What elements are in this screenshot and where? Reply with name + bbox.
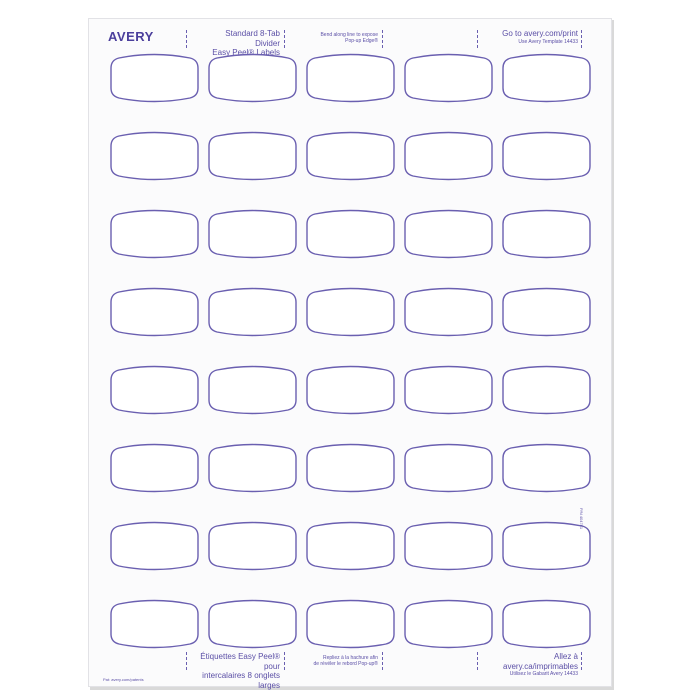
divider-line <box>477 652 478 670</box>
tab-label <box>404 131 493 181</box>
divider-line <box>477 30 478 48</box>
footer-product: Étiquettes Easy Peel® pour intercalaires… <box>188 652 280 690</box>
divider-line <box>581 30 582 48</box>
tab-label <box>306 209 395 259</box>
header-goto-line2: Use Avery Template 14433 <box>518 38 578 45</box>
tab-label <box>306 521 395 571</box>
tab-label <box>208 365 297 415</box>
tab-label <box>502 131 591 181</box>
header-product: Standard 8-Tab Divider Easy Peel® Labels <box>200 29 280 58</box>
tab-label <box>208 209 297 259</box>
tab-label <box>306 365 395 415</box>
tab-label <box>404 53 493 103</box>
tab-label <box>502 443 591 493</box>
tab-label <box>502 287 591 337</box>
tab-label <box>110 287 199 337</box>
footer-product-line2: intercalaires 8 onglets larges <box>202 671 280 690</box>
tab-label <box>110 365 199 415</box>
tab-label <box>306 131 395 181</box>
divider-line <box>382 30 383 48</box>
part-number: P/N 404781 <box>579 508 584 530</box>
tab-label <box>404 209 493 259</box>
header-product-line2: Easy Peel® Labels <box>212 48 280 58</box>
tab-label <box>110 209 199 259</box>
tab-label <box>306 599 395 649</box>
tab-label <box>208 287 297 337</box>
divider-line <box>284 30 285 48</box>
avery-logo: AVERY <box>108 29 154 44</box>
footer-goto-line1: Allez à avery.ca/imprimables <box>503 652 578 671</box>
header-bend: Bend along line to expose Pop-up Edge® <box>300 32 378 44</box>
tab-label <box>502 209 591 259</box>
footer-goto-line2: Utilisez le Gabarit Avery 14433 <box>509 671 578 678</box>
tab-label <box>404 443 493 493</box>
divider-line <box>186 652 187 670</box>
header-product-line1: Standard 8-Tab Divider <box>225 29 280 48</box>
header-bend-line2: Pop-up Edge® <box>345 38 378 44</box>
tab-label <box>404 599 493 649</box>
tab-label <box>110 443 199 493</box>
divider-line <box>284 652 285 670</box>
tab-label <box>208 53 297 103</box>
tab-label <box>110 53 199 103</box>
tab-label <box>208 131 297 181</box>
tab-label <box>110 131 199 181</box>
header-bend-line1: Bend along line to expose <box>320 32 378 38</box>
tab-label <box>404 287 493 337</box>
tab-label <box>110 599 199 649</box>
tab-label <box>208 599 297 649</box>
footer-goto: Allez à avery.ca/imprimables Utilisez le… <box>480 652 578 677</box>
tab-label <box>404 365 493 415</box>
header-goto: Go to avery.com/print Use Avery Template… <box>480 29 578 45</box>
divider-line <box>581 652 582 670</box>
tab-label <box>502 365 591 415</box>
label-sheet <box>88 18 612 687</box>
tab-label <box>110 521 199 571</box>
footer-bend-line2: de révéler le rebord Pop-up® <box>313 661 378 667</box>
tab-label <box>502 599 591 649</box>
footer-bend-line1: Repliez à la hachure afin <box>322 655 378 661</box>
footer-bend: Repliez à la hachure afin de révéler le … <box>290 655 378 667</box>
divider-line <box>382 652 383 670</box>
tab-label <box>306 287 395 337</box>
tab-label <box>208 443 297 493</box>
header-goto-line1: Go to avery.com/print <box>502 29 578 38</box>
divider-line <box>186 30 187 48</box>
tab-label <box>502 53 591 103</box>
tab-label <box>208 521 297 571</box>
tab-label <box>404 521 493 571</box>
tab-label <box>502 521 591 571</box>
tab-label <box>306 443 395 493</box>
tab-label <box>306 53 395 103</box>
patents-text: Pat: avery.com/patents <box>103 677 144 682</box>
footer-product-line1: Étiquettes Easy Peel® pour <box>200 652 280 671</box>
